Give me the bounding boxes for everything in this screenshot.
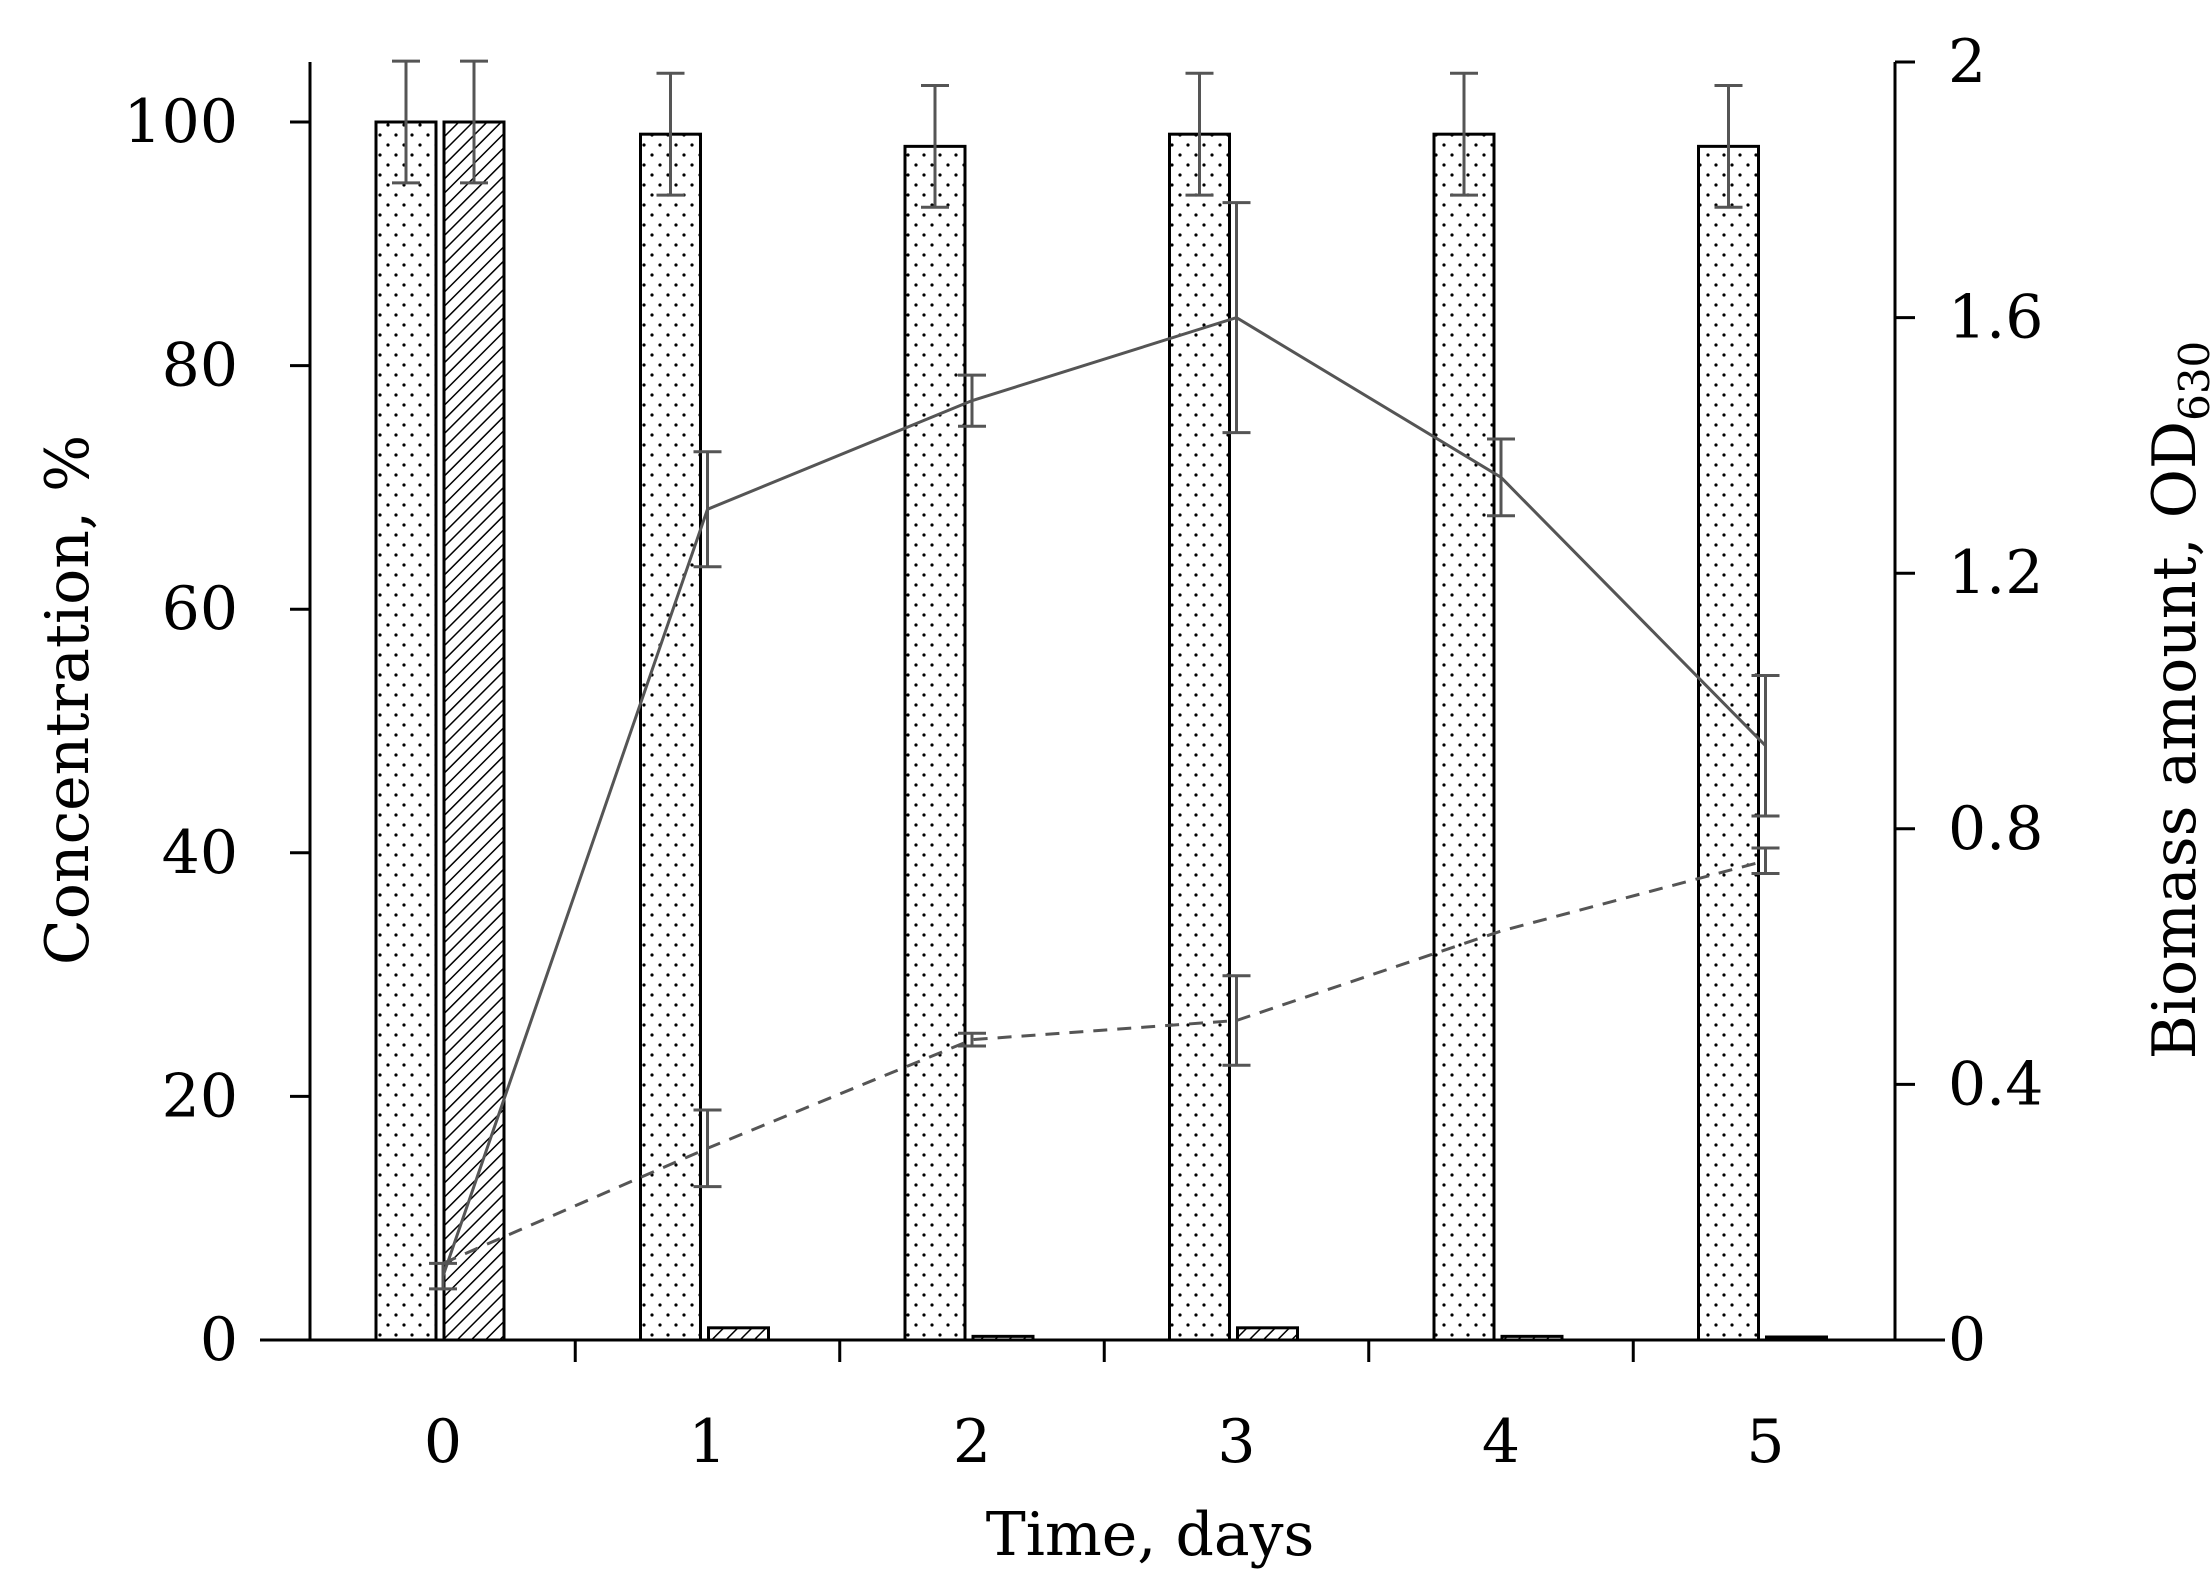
bar-s1-5 [1697,144,1760,1342]
line-error-s1-3 [1222,201,1251,435]
bar-s2-3 [1236,1326,1299,1342]
y2-axis-title: Biomass amount, OD630 [2140,341,2212,1060]
bar-s1-2 [903,144,967,1342]
line-error-s1-5 [1751,673,1780,818]
bar-s1-1 [639,132,702,1342]
y-tick-label-80: 80 [162,331,238,401]
bar-s1-0 [374,120,438,1342]
bar-s2-1 [707,1326,770,1342]
x-tick-label-5: 5 [1746,1407,1784,1477]
y2-tick-label-0: 0 [1948,1305,1986,1375]
bar-error-s2-0 [460,59,488,185]
line-error-s1-1 [693,450,722,569]
ticks-layer [290,60,1915,1362]
line-series-1 [441,315,1767,1277]
line-error-s1-2 [958,373,986,428]
bar-error-s1-5 [1714,83,1743,209]
line-error-layer [429,201,1780,1291]
bar-error-s1-2 [921,83,949,209]
y2-tick-label-1.2: 1.2 [1948,538,2043,608]
line-error-s2-3 [1222,974,1251,1067]
y-tick-label-20: 20 [162,1061,238,1131]
y-tick-label-100: 100 [123,87,238,157]
line-error-s2-2 [958,1031,986,1048]
y2-tick-label-0.4: 0.4 [1948,1049,2043,1119]
line-error-s2-1 [693,1108,722,1189]
y2-tick-label-1.6: 1.6 [1948,283,2043,353]
bar-s2-0 [442,120,506,1342]
line-error-s1-0 [429,1261,457,1291]
y-tick-label-40: 40 [162,818,238,888]
bar-s1-3 [1168,132,1231,1342]
x-tick-label-0: 0 [424,1407,462,1477]
bar-error-s1-1 [656,71,685,197]
y2-tick-label-2: 2 [1948,27,1986,97]
lines-layer [441,315,1767,1277]
bar-error-s1-0 [392,59,420,185]
line-series-2 [442,859,1766,1265]
y2-axis-title-subscript: 630 [2170,341,2212,421]
bar-s1-4 [1432,132,1496,1342]
x-tick-label-3: 3 [1217,1407,1255,1477]
x-tick-label-4: 4 [1482,1407,1520,1477]
x-axis-title: Time, days [986,1500,1315,1570]
x-tick-label-1: 1 [688,1407,726,1477]
bar-error-layer [392,59,1743,209]
y-tick-label-60: 60 [162,574,238,644]
axes [260,62,1945,1342]
bar-error-s1-4 [1450,71,1478,197]
y-axis-title: Concentration, % [33,435,103,965]
y2-tick-label-0.8: 0.8 [1948,794,2043,864]
line-error-s1-4 [1487,437,1515,518]
bar-error-s1-3 [1185,71,1214,197]
y-tick-label-0: 0 [200,1305,238,1375]
bars-layer [374,120,1828,1342]
line-error-s2-5 [1751,846,1780,876]
y2-axis-title-main: Biomass amount, OD [2140,421,2210,1059]
x-tick-label-2: 2 [953,1407,991,1477]
